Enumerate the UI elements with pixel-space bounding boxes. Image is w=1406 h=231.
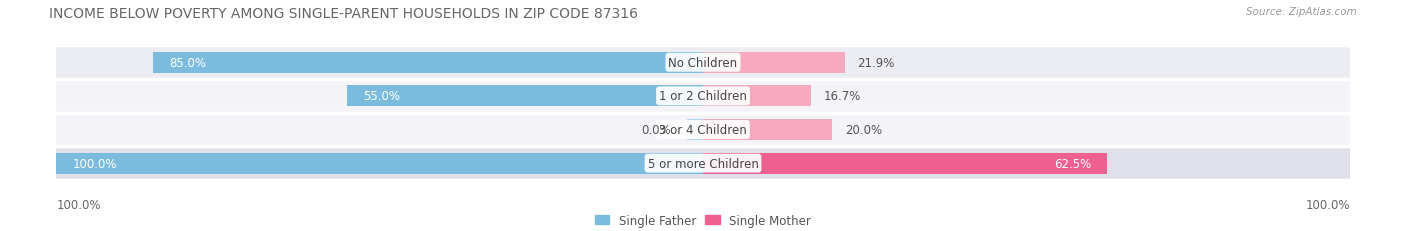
Bar [688, 120, 703, 140]
Text: 20.0%: 20.0% [845, 123, 883, 137]
Bar [56, 153, 703, 174]
Text: No Children: No Children [668, 56, 738, 70]
Bar [703, 153, 1108, 174]
Text: 100.0%: 100.0% [56, 199, 101, 212]
Bar [347, 86, 703, 107]
Legend: Single Father, Single Mother: Single Father, Single Mother [592, 210, 814, 230]
Text: Source: ZipAtlas.com: Source: ZipAtlas.com [1246, 7, 1357, 17]
Text: 85.0%: 85.0% [170, 56, 207, 70]
Text: 16.7%: 16.7% [824, 90, 862, 103]
Bar [56, 46, 1350, 80]
Text: 0.0%: 0.0% [641, 123, 671, 137]
Bar [703, 86, 811, 107]
Bar [56, 113, 1350, 147]
Bar [703, 120, 832, 140]
Text: INCOME BELOW POVERTY AMONG SINGLE-PARENT HOUSEHOLDS IN ZIP CODE 87316: INCOME BELOW POVERTY AMONG SINGLE-PARENT… [49, 7, 638, 21]
Text: 3 or 4 Children: 3 or 4 Children [659, 123, 747, 137]
Text: 62.5%: 62.5% [1054, 157, 1091, 170]
Text: 5 or more Children: 5 or more Children [648, 157, 758, 170]
Bar [56, 147, 1350, 180]
Text: 100.0%: 100.0% [73, 157, 117, 170]
Text: 100.0%: 100.0% [1305, 199, 1350, 212]
Text: 21.9%: 21.9% [858, 56, 896, 70]
Bar [56, 80, 1350, 113]
Text: 55.0%: 55.0% [363, 90, 401, 103]
Bar [153, 53, 703, 73]
Bar [703, 53, 845, 73]
Text: 1 or 2 Children: 1 or 2 Children [659, 90, 747, 103]
